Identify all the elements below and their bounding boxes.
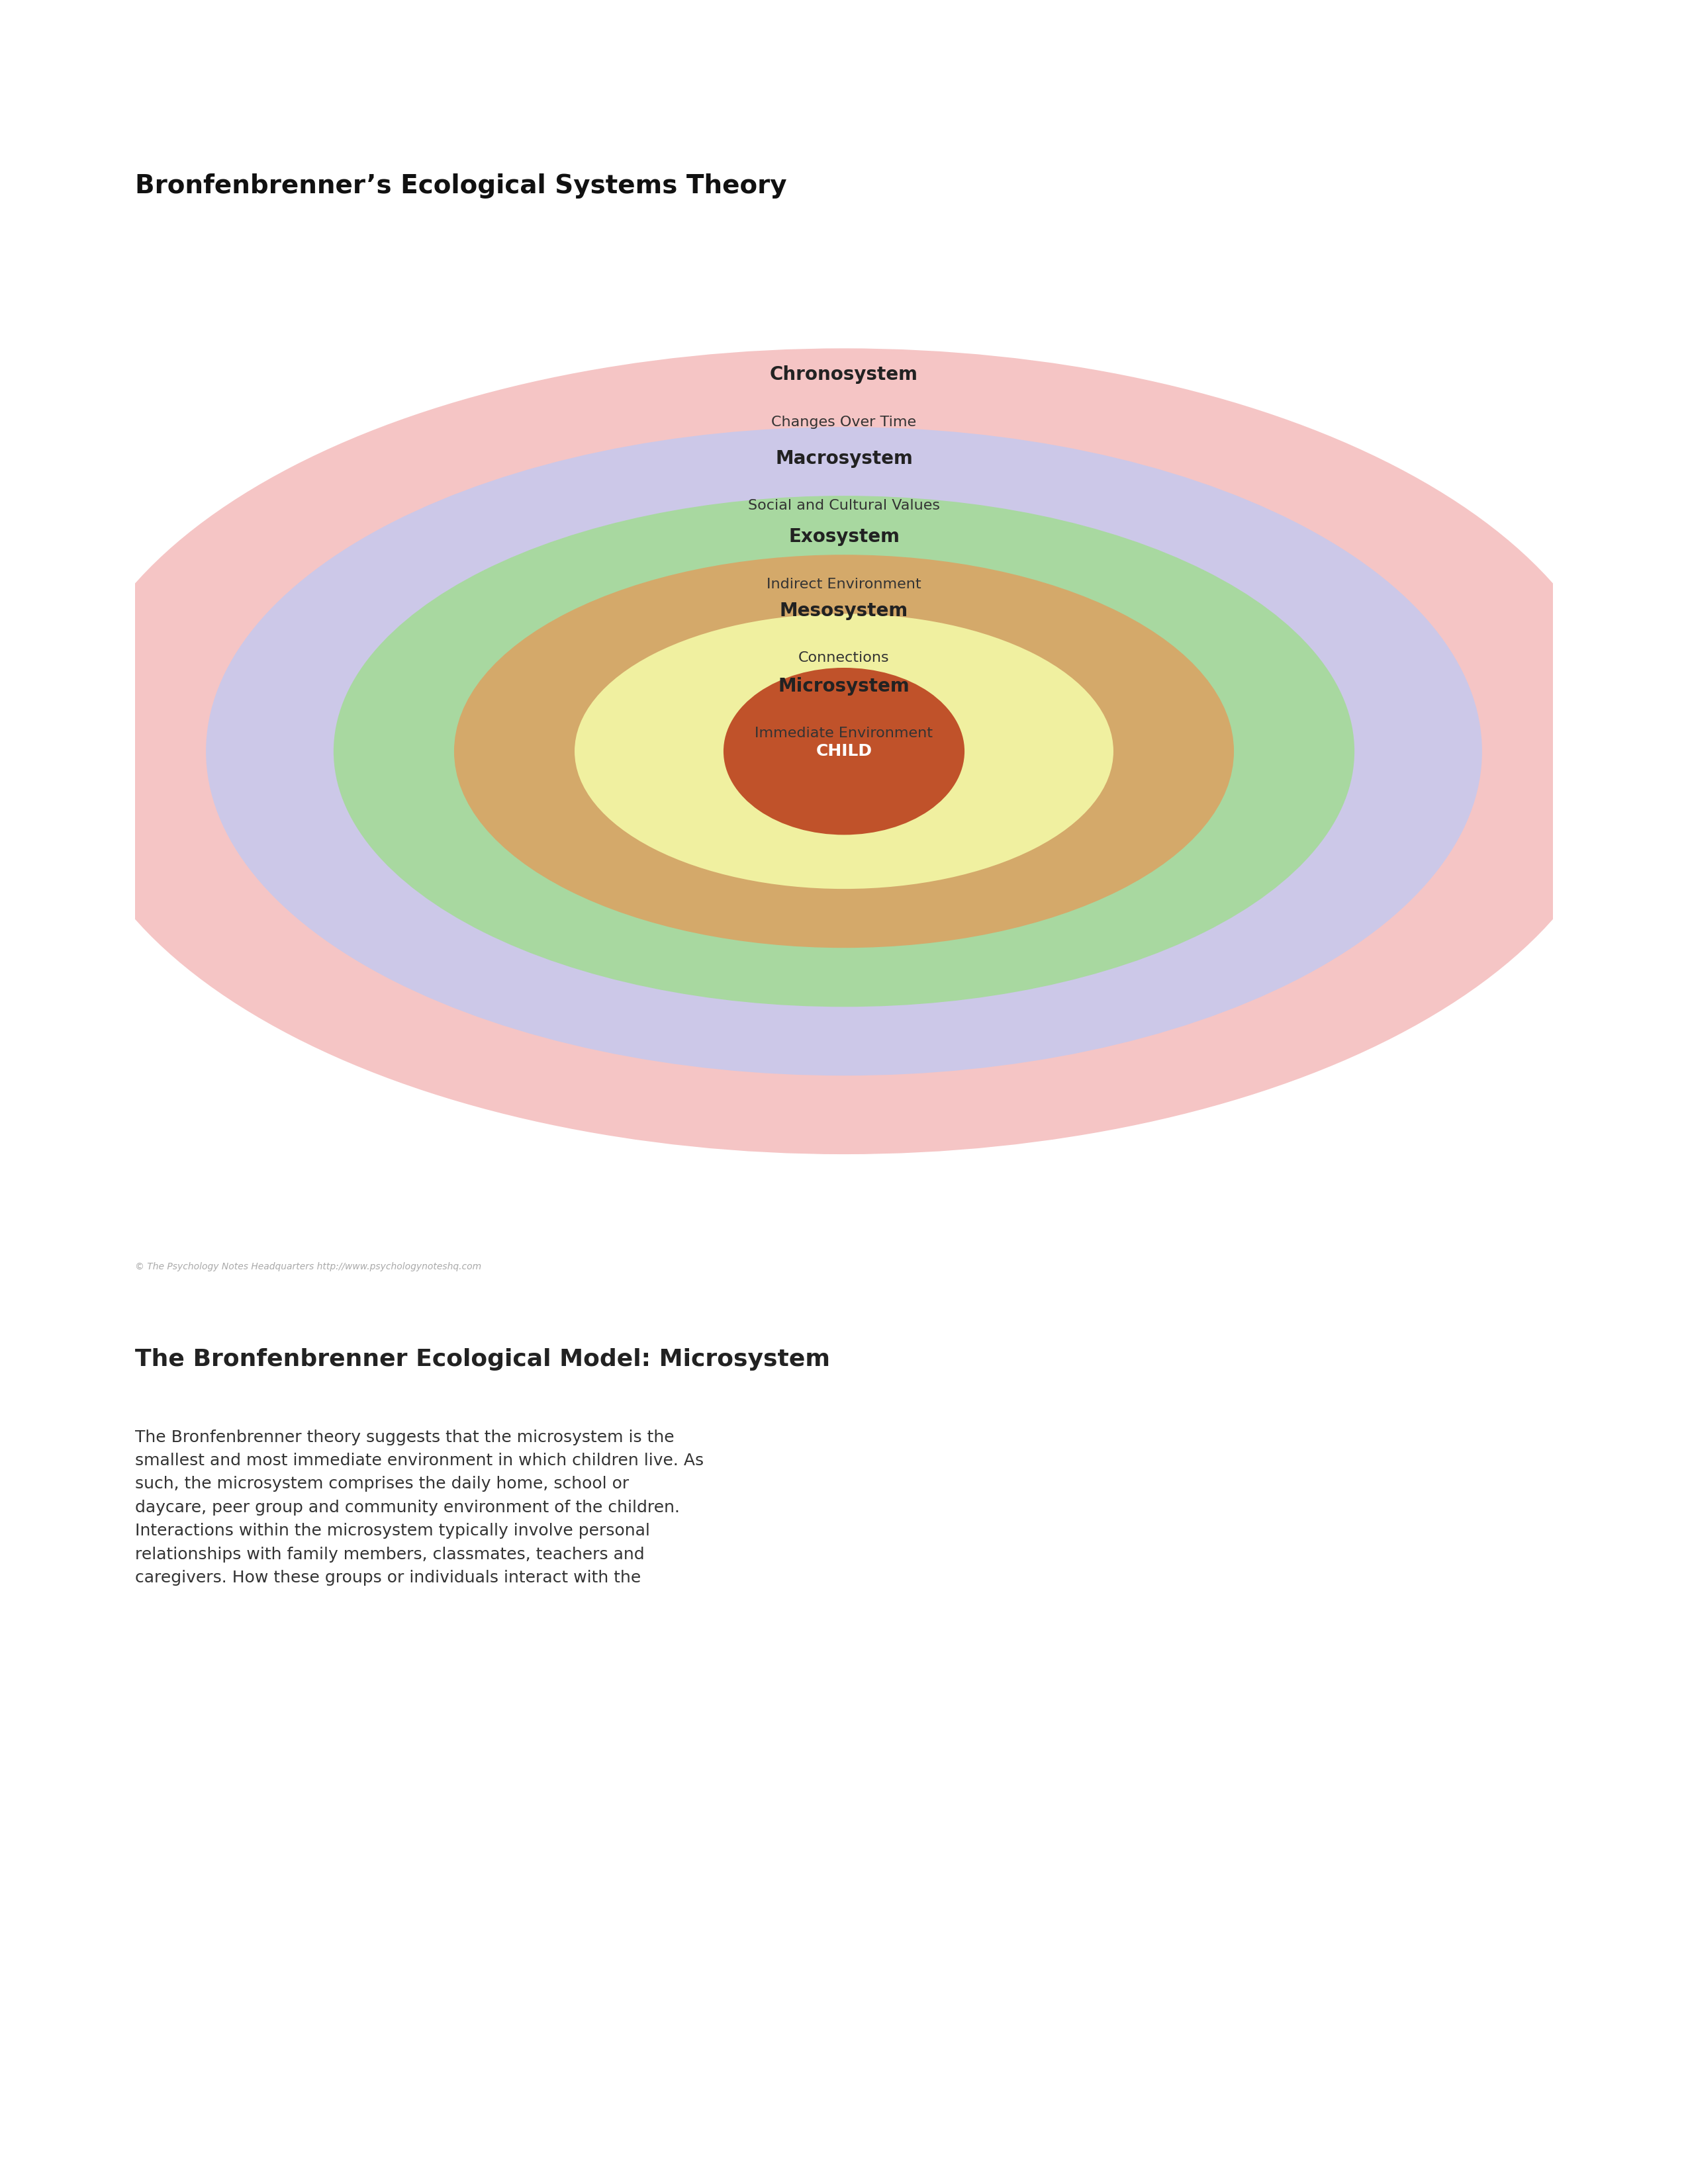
Ellipse shape bbox=[454, 555, 1234, 948]
Ellipse shape bbox=[334, 496, 1354, 1007]
Circle shape bbox=[724, 668, 964, 834]
Text: © The Psychology Notes Headquarters http://www.psychologynoteshq.com: © The Psychology Notes Headquarters http… bbox=[135, 1262, 481, 1271]
Text: Indirect Environment: Indirect Environment bbox=[766, 577, 922, 592]
Text: Changes Over Time: Changes Over Time bbox=[771, 415, 917, 428]
Text: CHILD: CHILD bbox=[815, 743, 873, 760]
Ellipse shape bbox=[574, 614, 1114, 889]
Text: The Bronfenbrenner theory suggests that the microsystem is the
smallest and most: The Bronfenbrenner theory suggests that … bbox=[135, 1428, 704, 1586]
Text: Connections: Connections bbox=[798, 651, 890, 664]
Ellipse shape bbox=[206, 426, 1482, 1077]
Text: Chronosystem: Chronosystem bbox=[770, 365, 918, 384]
Text: Mesosystem: Mesosystem bbox=[780, 601, 908, 620]
Text: Social and Cultural Values: Social and Cultural Values bbox=[748, 498, 940, 513]
Text: Microsystem: Microsystem bbox=[778, 677, 910, 697]
Text: Exosystem: Exosystem bbox=[788, 529, 900, 546]
Text: The Bronfenbrenner Ecological Model: Microsystem: The Bronfenbrenner Ecological Model: Mic… bbox=[135, 1348, 830, 1372]
Ellipse shape bbox=[64, 347, 1624, 1153]
Text: Macrosystem: Macrosystem bbox=[775, 450, 913, 467]
Text: Immediate Environment: Immediate Environment bbox=[755, 727, 933, 740]
Text: Bronfenbrenner’s Ecological Systems Theory: Bronfenbrenner’s Ecological Systems Theo… bbox=[135, 173, 787, 199]
